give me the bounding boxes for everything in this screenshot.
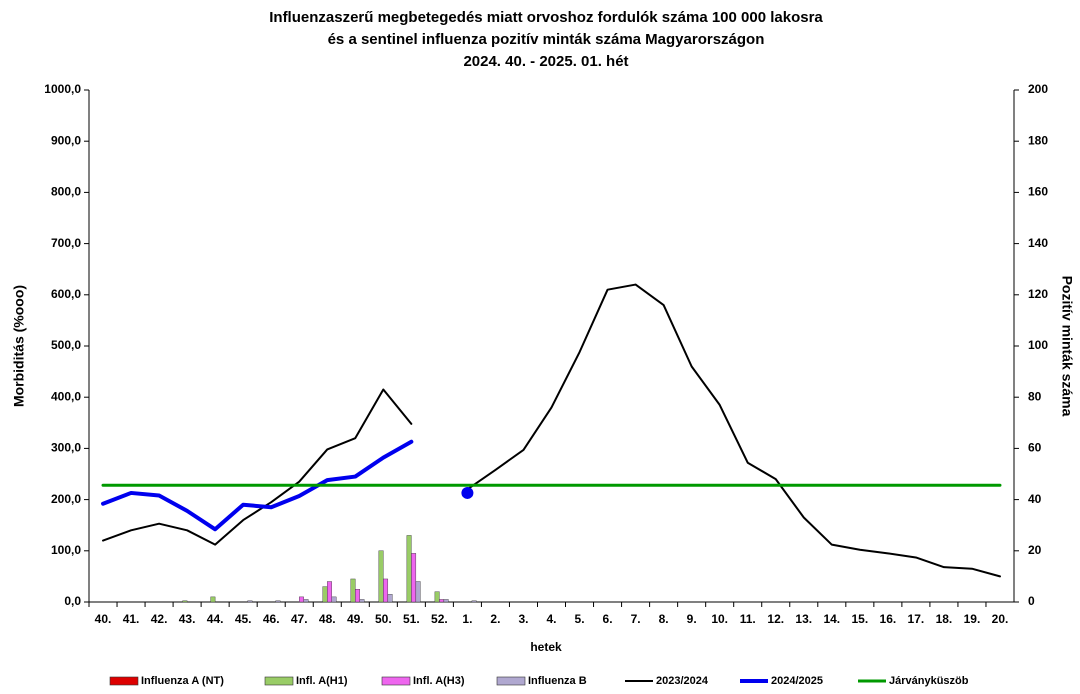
bar bbox=[378, 550, 384, 603]
x-tick-label: 20. bbox=[992, 612, 1009, 626]
x-tick-label: 40. bbox=[95, 612, 112, 626]
y2-tick-label: 120 bbox=[1028, 287, 1048, 301]
bar bbox=[383, 578, 389, 603]
legend-label: 2023/2024 bbox=[656, 675, 709, 687]
y2-tick-label: 180 bbox=[1028, 133, 1048, 147]
x-tick-label: 41. bbox=[123, 612, 140, 626]
x-tick-label: 50. bbox=[375, 612, 392, 626]
x-tick-label: 5. bbox=[575, 612, 585, 626]
x-tick-label: 52. bbox=[431, 612, 448, 626]
line bbox=[466, 283, 1001, 578]
x-tick-label: 1. bbox=[462, 612, 472, 626]
x-tick-label: 49. bbox=[347, 612, 364, 626]
bar bbox=[355, 589, 360, 603]
x-tick-label: 44. bbox=[207, 612, 224, 626]
bar bbox=[247, 600, 253, 603]
x-tick-label: 19. bbox=[964, 612, 981, 626]
bar bbox=[210, 596, 216, 603]
bar bbox=[182, 600, 188, 603]
legend-label: Influenza A (NT) bbox=[141, 675, 224, 687]
x-tick-label: 16. bbox=[880, 612, 897, 626]
bar bbox=[331, 596, 337, 603]
title: Influenzaszerű megbetegedés miatt orvosh… bbox=[269, 9, 823, 26]
x-label: hetek bbox=[530, 640, 562, 654]
y2-tick-label: 160 bbox=[1028, 185, 1048, 199]
legend-label: Infl. A(H1) bbox=[296, 675, 348, 687]
x-tick-label: 7. bbox=[631, 612, 641, 626]
bar bbox=[411, 553, 417, 603]
y-tick-label: 900,0 bbox=[51, 133, 81, 147]
y2-label: Pozitív minták száma bbox=[1059, 276, 1075, 417]
legend-label: Járványküszöb bbox=[889, 675, 969, 687]
y-label: Morbiditás (%ooo) bbox=[11, 285, 27, 407]
x-tick-label: 8. bbox=[659, 612, 669, 626]
bar bbox=[350, 578, 356, 603]
y2-tick-label: 20 bbox=[1028, 543, 1042, 557]
x-tick-label: 3. bbox=[518, 612, 528, 626]
y-tick-label: 700,0 bbox=[51, 236, 81, 250]
bar bbox=[303, 599, 309, 603]
x-tick-label: 18. bbox=[936, 612, 953, 626]
bar bbox=[322, 586, 328, 603]
y-tick-label: 0,0 bbox=[64, 594, 81, 608]
bar bbox=[415, 581, 421, 603]
y-tick-label: 300,0 bbox=[51, 441, 81, 455]
x-tick-label: 13. bbox=[795, 612, 812, 626]
y2-tick-label: 0 bbox=[1028, 594, 1035, 608]
y2-tick-label: 200 bbox=[1028, 82, 1048, 96]
y-tick-label: 100,0 bbox=[51, 543, 81, 557]
bar bbox=[275, 600, 281, 603]
y2-tick-label: 100 bbox=[1028, 338, 1048, 352]
x-tick-label: 10. bbox=[711, 612, 728, 626]
x-tick-label: 47. bbox=[291, 612, 308, 626]
legend-swatch bbox=[109, 676, 139, 686]
x-tick-label: 46. bbox=[263, 612, 280, 626]
y-tick-label: 200,0 bbox=[51, 492, 81, 506]
bar bbox=[327, 581, 332, 603]
y-tick-label: 1000,0 bbox=[44, 82, 81, 96]
x-tick-label: 4. bbox=[546, 612, 556, 626]
bar bbox=[387, 594, 393, 603]
x-tick-label: 17. bbox=[908, 612, 925, 626]
x-tick-label: 12. bbox=[767, 612, 784, 626]
x-tick-label: 48. bbox=[319, 612, 336, 626]
bar bbox=[299, 596, 304, 603]
title: 2024. 40. - 2025. 01. hét bbox=[463, 53, 628, 70]
bar bbox=[471, 600, 477, 603]
y-tick-label: 600,0 bbox=[51, 287, 81, 301]
legend-label: 2024/2025 bbox=[771, 675, 823, 687]
line bbox=[101, 439, 414, 532]
legend-swatch bbox=[381, 676, 411, 686]
bar bbox=[406, 535, 412, 603]
x-tick-label: 2. bbox=[490, 612, 500, 626]
legend-label: Influenza B bbox=[528, 675, 587, 687]
bar bbox=[359, 599, 365, 603]
x-tick-label: 11. bbox=[740, 612, 756, 626]
x-tick-label: 6. bbox=[603, 612, 613, 626]
x-tick-label: 42. bbox=[151, 612, 168, 626]
bar bbox=[439, 599, 445, 603]
legend-label: Infl. A(H3) bbox=[413, 675, 465, 687]
legend-swatch bbox=[264, 676, 294, 686]
line bbox=[102, 388, 413, 546]
x-tick-label: 14. bbox=[823, 612, 840, 626]
y-tick-label: 400,0 bbox=[51, 389, 81, 403]
y-tick-label: 500,0 bbox=[51, 338, 81, 352]
y-tick-label: 800,0 bbox=[51, 185, 81, 199]
x-tick-label: 9. bbox=[687, 612, 697, 626]
y2-tick-label: 60 bbox=[1028, 441, 1042, 455]
x-tick-label: 51. bbox=[403, 612, 420, 626]
x-tick-label: 15. bbox=[851, 612, 868, 626]
y2-tick-label: 80 bbox=[1028, 389, 1042, 403]
title: és a sentinel influenza pozitív minták s… bbox=[328, 31, 765, 48]
legend-swatch bbox=[496, 676, 526, 686]
y2-tick-label: 40 bbox=[1028, 492, 1042, 506]
y2-tick-label: 140 bbox=[1028, 236, 1048, 250]
bar bbox=[443, 599, 449, 603]
x-tick-label: 43. bbox=[179, 612, 196, 626]
x-tick-label: 45. bbox=[235, 612, 252, 626]
bar bbox=[434, 591, 440, 603]
